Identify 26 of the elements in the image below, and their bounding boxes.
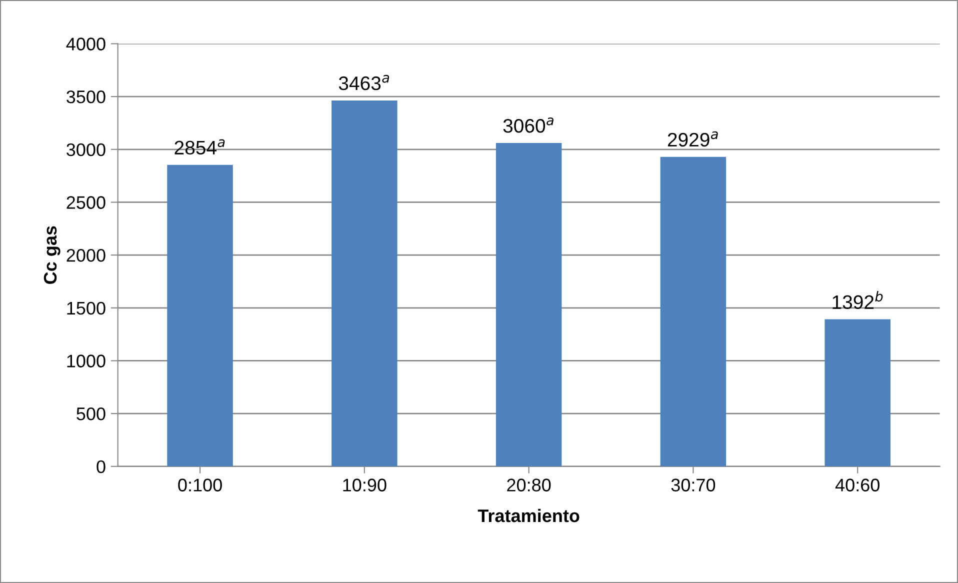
y-tick-label: 0 — [96, 460, 106, 474]
bar — [824, 319, 890, 466]
data-label: 1392$^{b}$ — [832, 291, 883, 310]
data-label: 3060$^{a}$ — [503, 118, 554, 133]
y-tick-label: 3500 — [66, 90, 106, 104]
y-tick-label: 3000 — [66, 143, 106, 156]
y-tick-label: 1000 — [67, 354, 106, 368]
y-tick-label: 1500 — [67, 302, 106, 315]
y-axis-title: Cc gas — [44, 226, 60, 284]
y-tick-label: 4000 — [66, 38, 106, 50]
bar — [496, 143, 562, 466]
x-tick-label: 0:100 — [178, 478, 222, 492]
y-tick-label: 2000 — [66, 248, 106, 262]
data-label: 2854$^{a}$ — [174, 139, 225, 155]
bar — [660, 156, 726, 466]
y-tick-label: 2500 — [66, 196, 106, 209]
x-tick-label: 40:60 — [835, 478, 880, 492]
x-tick-label: 30:70 — [671, 478, 716, 492]
x-tick-label: 20:80 — [507, 478, 551, 492]
x-axis-title: Tratamiento — [478, 508, 580, 522]
bar — [167, 164, 233, 466]
bar — [332, 100, 398, 466]
y-tick-label: 500 — [76, 408, 106, 420]
data-label: 3463$^{a}$ — [338, 74, 390, 90]
x-tick-label: 10:90 — [343, 478, 386, 492]
data-label: 2929$^{a}$ — [668, 131, 718, 147]
